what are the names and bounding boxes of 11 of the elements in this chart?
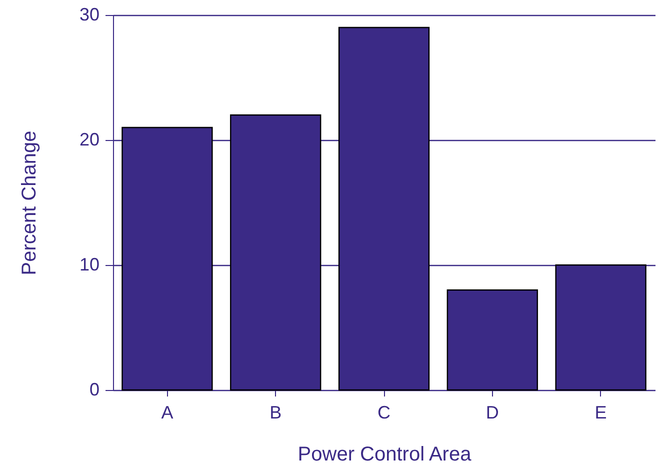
y-tick-label: 20 [79,130,100,150]
y-tick-label: 30 [79,4,100,24]
x-tick-label: A [161,402,174,422]
y-tick-label: 10 [79,254,100,274]
x-tick-label: D [486,402,499,422]
x-tick-label: C [378,402,390,422]
y-axis-title: Percent Change [18,130,40,276]
x-tick-label: B [270,402,282,422]
x-tick-label: E [594,402,607,422]
x-axis-title: Power Control Area [298,444,472,466]
y-tick-label: 0 [89,380,100,400]
